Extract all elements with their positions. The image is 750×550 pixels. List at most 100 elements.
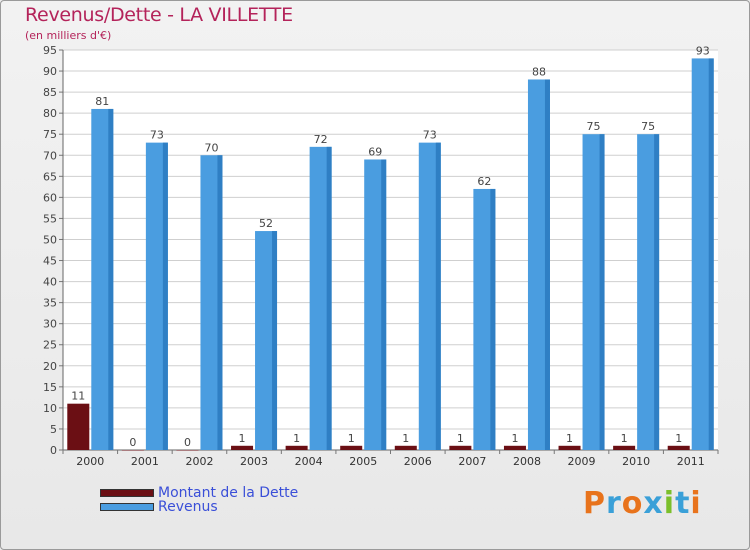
logo-letter: i	[690, 486, 702, 521]
bar-debt	[121, 450, 144, 451]
bar-debt	[449, 445, 472, 450]
bar-debt	[231, 445, 254, 450]
y-tick-label: 45	[43, 255, 57, 268]
legend-label-debt: Montant de la Dette	[158, 485, 299, 501]
chart-subtitle: (en milliers d'€)	[25, 29, 112, 42]
bar-revenue-shade	[162, 142, 168, 450]
y-tick-label: 5	[50, 423, 57, 436]
y-tick-label: 30	[43, 318, 57, 331]
y-tick-label: 80	[43, 107, 57, 120]
y-tick-label: 25	[43, 339, 57, 352]
bar-revenue-shade	[272, 231, 278, 450]
x-tick-label: 2002	[185, 455, 213, 468]
data-label-revenue: 52	[259, 217, 273, 230]
chart-title: Revenus/Dette - LA VILLETTE	[25, 4, 293, 26]
bar-debt	[558, 445, 581, 450]
logo-letter: P	[583, 486, 606, 521]
data-label-revenue: 75	[587, 120, 601, 133]
data-label-debt: 1	[348, 432, 355, 445]
bar-revenue	[145, 142, 168, 450]
y-tick-label: 70	[43, 149, 57, 162]
data-label-revenue: 62	[477, 175, 491, 188]
bar-revenue	[637, 134, 660, 451]
data-label-revenue: 88	[532, 65, 546, 78]
bar-revenue	[255, 231, 278, 450]
x-tick-label: 2000	[76, 455, 104, 468]
logo-letter: t	[675, 486, 691, 521]
y-tick-label: 85	[43, 86, 57, 99]
bar-revenue	[527, 79, 550, 450]
data-label-revenue: 70	[204, 141, 218, 154]
data-label-debt: 1	[621, 432, 628, 445]
bar-debt	[503, 445, 526, 450]
bar-revenue	[582, 134, 605, 451]
data-label-debt: 0	[129, 436, 136, 449]
y-tick-label: 40	[43, 276, 57, 289]
data-label-revenue: 73	[423, 129, 437, 142]
y-tick-label: 90	[43, 65, 57, 78]
x-tick-label: 2008	[513, 455, 541, 468]
legend-label-revenue: Revenus	[158, 499, 218, 515]
y-tick-label: 60	[43, 191, 57, 204]
x-tick-label: 2009	[568, 455, 596, 468]
y-tick-label: 35	[43, 297, 57, 310]
logo-letter: i	[663, 486, 676, 521]
y-tick-label: 15	[43, 381, 57, 394]
data-label-debt: 1	[457, 432, 464, 445]
bar-revenue-shade	[326, 146, 332, 450]
bar-debt	[285, 445, 308, 450]
logo-letter: r	[606, 486, 622, 521]
x-tick-label: 2005	[349, 455, 377, 468]
plot-area	[63, 50, 718, 450]
bar-revenue-shade	[654, 134, 660, 451]
y-tick-label: 20	[43, 360, 57, 373]
bar-revenue-shade	[217, 155, 223, 450]
proxiti-logo: Proxiti	[583, 486, 702, 521]
bar-revenue-shade	[381, 159, 387, 450]
bar-revenue-shade	[490, 188, 496, 450]
legend-swatch-debt	[100, 489, 154, 497]
data-label-revenue: 75	[641, 120, 655, 133]
legend: Montant de la Dette Revenus	[100, 485, 299, 515]
legend-item-revenue: Revenus	[100, 499, 298, 515]
data-label-revenue: 81	[95, 95, 109, 108]
logo-letter: o	[621, 486, 644, 521]
bar-debt	[667, 445, 690, 450]
legend-swatch-revenue	[100, 503, 154, 511]
bar-revenue-shade	[708, 58, 714, 450]
data-label-debt: 1	[239, 432, 246, 445]
data-label-revenue: 69	[368, 145, 382, 158]
bar-debt	[613, 445, 636, 450]
x-tick-label: 2003	[240, 455, 268, 468]
x-tick-label: 2011	[677, 455, 705, 468]
logo-letter: x	[643, 486, 664, 521]
bar-revenue-shade	[108, 108, 114, 451]
data-label-revenue: 93	[696, 44, 710, 57]
bar-debt	[67, 403, 90, 450]
x-tick-label: 2001	[131, 455, 159, 468]
bar-debt	[340, 445, 363, 450]
bar-revenue-shade	[599, 134, 605, 451]
y-tick-label: 95	[43, 44, 57, 57]
data-label-debt: 1	[675, 432, 682, 445]
bar-revenue	[473, 188, 496, 450]
bar-revenue-shade	[435, 142, 441, 450]
y-tick-label: 50	[43, 233, 57, 246]
data-label-debt: 1	[402, 432, 409, 445]
data-label-debt: 0	[184, 436, 191, 449]
bar-revenue	[364, 159, 387, 450]
y-tick-label: 65	[43, 170, 57, 183]
y-tick-label: 0	[50, 444, 57, 457]
data-label-debt: 11	[71, 390, 85, 403]
data-label-debt: 1	[566, 432, 573, 445]
x-tick-label: 2007	[458, 455, 486, 468]
data-label-debt: 1	[293, 432, 300, 445]
legend-item-debt: Montant de la Dette	[100, 485, 299, 501]
y-tick-label: 10	[43, 402, 57, 415]
x-tick-label: 2004	[295, 455, 323, 468]
x-tick-label: 2006	[404, 455, 432, 468]
bar-revenue	[200, 155, 223, 450]
bar-revenue	[691, 58, 714, 450]
data-label-revenue: 73	[150, 129, 164, 142]
